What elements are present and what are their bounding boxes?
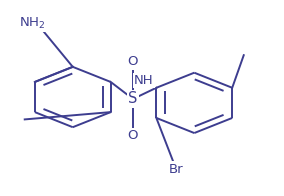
Text: NH$_2$: NH$_2$ bbox=[18, 15, 45, 31]
Text: O: O bbox=[128, 129, 138, 142]
Text: O: O bbox=[128, 55, 138, 68]
Text: NH: NH bbox=[134, 74, 154, 87]
Text: Br: Br bbox=[169, 162, 183, 176]
Text: S: S bbox=[128, 92, 138, 106]
